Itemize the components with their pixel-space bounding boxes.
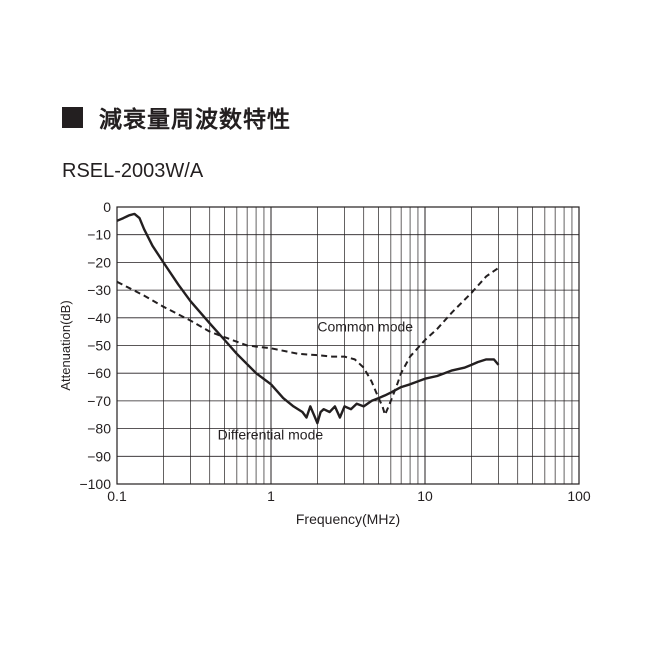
x-tick-label: 10 — [417, 488, 433, 504]
y-tick-label: −40 — [87, 310, 111, 326]
x-axis-label: Frequency(MHz) — [296, 511, 400, 527]
x-tick-label: 0.1 — [107, 488, 127, 504]
x-tick-label: 100 — [567, 488, 591, 504]
y-tick-label: −90 — [87, 448, 111, 464]
y-tick-label: −60 — [87, 365, 111, 381]
annotation-label: Differential mode — [218, 427, 324, 443]
y-tick-label: −30 — [87, 282, 111, 298]
x-tick-label: 1 — [267, 488, 275, 504]
y-tick-label: −80 — [87, 421, 111, 437]
y-axis-label: Attenuation(dB) — [58, 300, 73, 390]
section-title: 減衰量周波数特性 — [99, 107, 291, 133]
model-number: RSEL-2003W/A — [62, 160, 204, 182]
section-heading: 減衰量周波数特性 — [62, 100, 291, 134]
y-tick-label: −100 — [79, 476, 111, 492]
plot-frame — [116, 206, 580, 485]
y-tick-label: 0 — [103, 199, 111, 215]
common-mode-line — [116, 267, 500, 416]
black-square-icon — [62, 106, 83, 128]
y-tick-label: −50 — [87, 338, 111, 354]
differential-mode-line — [116, 212, 500, 425]
y-tick-label: −10 — [87, 227, 111, 243]
y-tick-label: −70 — [87, 393, 111, 409]
annotation-label: Common mode — [317, 319, 413, 335]
y-tick-label: −20 — [87, 254, 111, 270]
